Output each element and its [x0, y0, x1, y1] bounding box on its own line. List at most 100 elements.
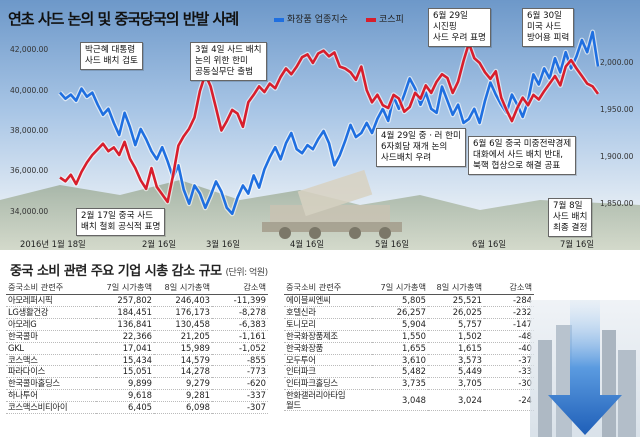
table-row: 아모레퍼시픽 257,802 246,403 -11,399 — [6, 294, 268, 307]
table-row: 에이블씨엔씨 5,805 25,521 -284 — [284, 294, 534, 307]
cell-company: 인터파크홀딩스 — [284, 377, 372, 391]
legend-swatch-red — [366, 17, 376, 22]
cell-cap-7: 3,610 — [372, 354, 428, 367]
callout-jun30: 6월 30일 미국 사드 방어용 피력 — [522, 8, 575, 47]
x-tick-label-3: 4월 16일 — [290, 239, 325, 249]
x-tick-label-0: 2016년 1월 18일 — [20, 239, 86, 249]
cell-cap-7: 3,048 — [372, 389, 428, 412]
cell-cap-8: 15,989 — [154, 342, 212, 355]
cell-company: 하나투어 — [6, 389, 96, 403]
cell-company: 호텔신라 — [284, 306, 372, 319]
table-panel: 중국 소비 관련 주요 기업 시총 감소 규모 (단위: 억원) 중국소비 관련주… — [0, 250, 640, 437]
y-tick-right-3: 1,850.00 — [600, 198, 634, 208]
table-row: GKL 17,041 15,989 -1,052 — [6, 342, 268, 355]
cell-decrease: -1,161 — [212, 330, 268, 343]
cell-cap-7: 257,802 — [96, 294, 154, 307]
callout-feb17-text: 2월 17일 중국 사드 배치 철회 공식적 표명 — [81, 211, 161, 232]
table-row: 인터파크 5,482 5,449 -33 — [284, 365, 534, 379]
cell-cap-7: 1,550 — [372, 330, 428, 343]
cell-decrease: -232 — [484, 306, 534, 319]
table-row: 호텔신라 26,257 26,025 -232 — [284, 306, 534, 319]
y-tick-right-1: 1,950.00 — [600, 104, 634, 114]
table-row: 아모레G 136,841 130,458 -6,383 — [6, 318, 268, 331]
y-tick-left-2: 38,000.00 — [10, 126, 49, 135]
cell-cap-7: 6,405 — [96, 401, 154, 415]
cell-company: 아모레G — [6, 318, 96, 331]
header-cap-8: 8일 시가총액 — [428, 280, 484, 295]
cell-cap-8: 26,025 — [428, 306, 484, 319]
cell-decrease: -307 — [212, 401, 268, 415]
callout-jul8-text: 7월 8일 사드 배치 최종 결정 — [553, 201, 588, 233]
table-row: 한국콜마홀딩스 9,899 9,279 -620 — [6, 377, 268, 391]
cell-decrease: -147 — [484, 318, 534, 331]
header-cap-7: 7일 시가총액 — [372, 280, 428, 295]
cell-cap-7: 15,051 — [96, 365, 154, 379]
callout-mar4-text: 3월 4일 사드 배치 논의 위한 한미 공동실무단 출범 — [195, 45, 262, 77]
y-tick-right-0: 2,000.00 — [600, 57, 634, 67]
chart-panel: 연초 사드 논의 및 중국당국의 반발 사례 화장품 업종지수 코스피 42,0… — [0, 0, 640, 250]
table-row: 한국콜마 22,366 21,205 -1,161 — [6, 330, 268, 343]
header-cap-8: 8일 시가총액 — [154, 280, 212, 295]
table-row: 한화갤러리아타임 월드 3,048 3,024 -24 — [284, 389, 534, 412]
header-company: 중국소비 관련주 — [284, 280, 372, 295]
cell-cap-8: 9,281 — [154, 389, 212, 403]
cell-decrease: -620 — [212, 377, 268, 391]
callout-feb17: 2월 17일 중국 사드 배치 철회 공식적 표명 — [76, 208, 166, 236]
table-row: 코스맥스 15,434 14,579 -855 — [6, 354, 268, 367]
cell-company: 한국콜마홀딩스 — [6, 377, 96, 391]
table-row: 인터파크홀딩스 3,735 3,705 -30 — [284, 377, 534, 391]
callout-mar4: 3월 4일 사드 배치 논의 위한 한미 공동실무단 출범 — [190, 42, 267, 81]
cell-decrease: -6,383 — [212, 318, 268, 331]
cell-decrease: -773 — [212, 365, 268, 379]
cell-company: 코스맥스 — [6, 354, 96, 367]
table-row: 코스맥스비티아이 6,405 6,098 -307 — [6, 401, 268, 415]
cell-company: LG생활건강 — [6, 306, 96, 319]
cell-company: 파라다이스 — [6, 365, 96, 379]
legend-swatch-blue — [274, 17, 284, 22]
cell-company: 아모레퍼시픽 — [6, 294, 96, 307]
cell-decrease: -24 — [484, 389, 534, 412]
table-title-text: 중국 소비 관련 주요 기업 시총 감소 규모 — [10, 264, 222, 279]
table-title: 중국 소비 관련 주요 기업 시총 감소 규모 (단위: 억원) — [10, 260, 268, 279]
cell-cap-8: 6,098 — [154, 401, 212, 415]
table-row: LG생활건강 184,451 176,173 -8,278 — [6, 306, 268, 319]
table-row: 파라다이스 15,051 14,278 -773 — [6, 365, 268, 379]
y-tick-left-1: 40,000.00 — [10, 85, 49, 95]
x-tick-label-5: 6월 16일 — [472, 239, 507, 249]
cell-cap-7: 3,735 — [372, 377, 428, 391]
cell-company: 에이블씨엔씨 — [284, 294, 372, 307]
cell-decrease: -1,052 — [212, 342, 268, 355]
cell-company: 한국화장품제조 — [284, 330, 372, 343]
x-tick-label-1: 2월 16일 — [142, 239, 177, 249]
cell-company: 한국콜마 — [6, 330, 96, 343]
chart-series-lines — [58, 29, 601, 217]
cell-cap-7: 184,451 — [96, 306, 154, 319]
header-company: 중국소비 관련주 — [6, 280, 96, 295]
cell-company: 인터파크 — [284, 365, 372, 379]
callout-jun6: 6월 6일 중국 미중전략경제 대화에서 사드 배치 반대, 북핵 협상으로 해… — [468, 136, 577, 175]
callout-jun29-text: 6월 29일 시진핑 사드 우려 표명 — [433, 11, 486, 43]
callout-apr29: 4월 29일 중ㆍ러 한미 6자회담 재개 논의 사드배치 우려 — [376, 128, 466, 167]
cell-cap-7: 1,655 — [372, 342, 428, 355]
cell-cap-7: 15,434 — [96, 354, 154, 367]
cell-cap-8: 246,403 — [154, 294, 212, 307]
cell-cap-7: 5,482 — [372, 365, 428, 379]
cell-cap-7: 22,366 — [96, 330, 154, 343]
cell-decrease: -337 — [212, 389, 268, 403]
callout-apr29-text: 4월 29일 중ㆍ러 한미 6자회담 재개 논의 사드배치 우려 — [381, 131, 461, 163]
legend-label-cosmetics: 화장품 업종지수 — [287, 15, 348, 25]
cell-cap-8: 3,705 — [428, 377, 484, 391]
y-tick-left-3: 36,000.00 — [10, 166, 49, 176]
cell-cap-8: 14,278 — [154, 365, 212, 379]
cell-decrease: -11,399 — [212, 294, 268, 307]
cell-company: GKL — [6, 342, 96, 355]
chart-title: 연초 사드 논의 및 중국당국의 반발 사례 — [8, 10, 239, 28]
table-row: 토니모리 5,904 5,757 -147 — [284, 318, 534, 331]
cell-cap-8: 9,279 — [154, 377, 212, 391]
table-left: 중국소비 관련주 7일 시가총액 8일 시가총액 감소액 아모레퍼시픽 257,8… — [6, 280, 268, 415]
cell-cap-8: 130,458 — [154, 318, 212, 331]
table-row: 한국화장품 1,655 1,615 -40 — [284, 342, 534, 355]
cell-decrease: -40 — [484, 342, 534, 355]
table-right: 중국소비 관련주 7일 시가총액 8일 시가총액 감소액 에이블씨엔씨 5,805… — [284, 280, 534, 412]
cell-cap-8: 21,205 — [154, 330, 212, 343]
